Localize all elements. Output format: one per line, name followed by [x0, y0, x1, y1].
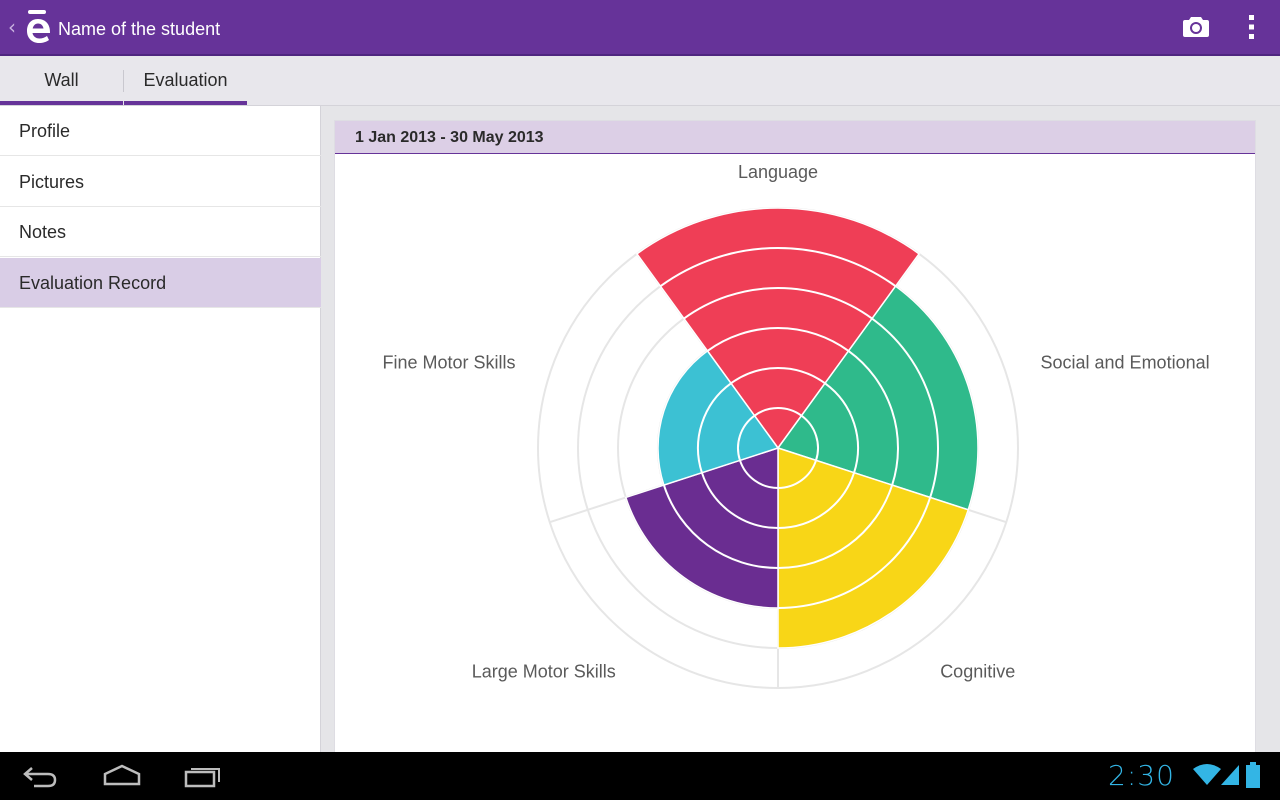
sector-ring: [700, 472, 779, 529]
battery-icon: [1246, 762, 1260, 788]
polar-area-chart: Language Social and Emotional Cognitive Lar…: [382, 162, 1210, 689]
sector-ring: [800, 414, 819, 461]
camera-icon[interactable]: [1183, 15, 1209, 37]
category-label: Cognitive: [940, 661, 1015, 681]
sidebar-item-evaluation-record[interactable]: Evaluation Record: [0, 258, 321, 308]
category-label: Large Motor Skills: [472, 661, 616, 681]
home-icon[interactable]: [102, 762, 142, 790]
tab-indicator: [0, 101, 123, 105]
tab-bar: Wall Evaluation: [0, 56, 1280, 106]
sidebar-item-pictures[interactable]: Pictures: [0, 157, 321, 207]
app-logo-icon[interactable]: [25, 10, 51, 44]
sector-ring: [697, 382, 732, 474]
evaluation-card: 1 Jan 2013 - 30 May 2013 Language Social …: [334, 120, 1256, 760]
category-label: Language: [738, 162, 818, 182]
sector-ring: [777, 472, 856, 529]
tab-label: Evaluation: [143, 70, 228, 90]
system-nav-bar: [0, 752, 1280, 800]
category-label: Fine Motor Skills: [382, 353, 515, 373]
sector-ring: [706, 327, 850, 352]
tab-indicator: [124, 101, 247, 105]
sector-ring: [659, 247, 897, 288]
tab-evaluation[interactable]: Evaluation: [124, 56, 247, 105]
category-label: Social and Emotional: [1041, 353, 1210, 373]
sector-ring: [777, 460, 817, 489]
date-range-header: 1 Jan 2013 - 30 May 2013: [335, 121, 1255, 154]
sidebar-item-label: Pictures: [19, 172, 85, 192]
sidebar-item-label: Evaluation Record: [19, 273, 167, 293]
back-icon[interactable]: [22, 762, 58, 790]
sector-ring: [871, 317, 939, 498]
sector-ring: [739, 460, 779, 489]
tab-label: Wall: [44, 70, 79, 90]
sidebar-item-label: Notes: [19, 222, 67, 242]
sector-ring: [777, 497, 932, 609]
wifi-icon: [1193, 764, 1221, 785]
overflow-menu-icon[interactable]: [1240, 14, 1262, 40]
sector-ring: [683, 287, 873, 320]
app-title: Name of the student: [58, 19, 221, 39]
sector-cognitive: [777, 446, 970, 649]
sector-fine-motor-skills: [657, 349, 780, 487]
status-clock: 2:30: [1108, 759, 1175, 792]
recents-icon[interactable]: [184, 762, 222, 790]
sidebar-item-notes[interactable]: Notes: [0, 207, 321, 257]
sidebar-item-profile[interactable]: Profile: [0, 106, 321, 156]
signal-icon: [1221, 765, 1239, 785]
sidebar-item-label: Profile: [19, 121, 71, 141]
sector-ring: [847, 350, 899, 486]
sector-ring: [730, 367, 826, 385]
tab-divider: [123, 70, 124, 92]
chevron-left-icon[interactable]: ‹: [8, 15, 16, 39]
sector-ring: [737, 414, 756, 461]
action-bar: ‹ Name of the student: [0, 0, 1280, 56]
sidebar: Profile Pictures Notes Evaluation Record: [0, 106, 321, 752]
sector-ring: [662, 484, 779, 569]
sector-social-and-emotional: [776, 285, 979, 511]
sector-ring: [753, 407, 803, 417]
sector-ring: [824, 382, 859, 474]
tab-wall[interactable]: Wall: [0, 56, 123, 105]
sector-ring: [777, 484, 894, 569]
date-range: 1 Jan 2013 - 30 May 2013: [355, 129, 544, 146]
